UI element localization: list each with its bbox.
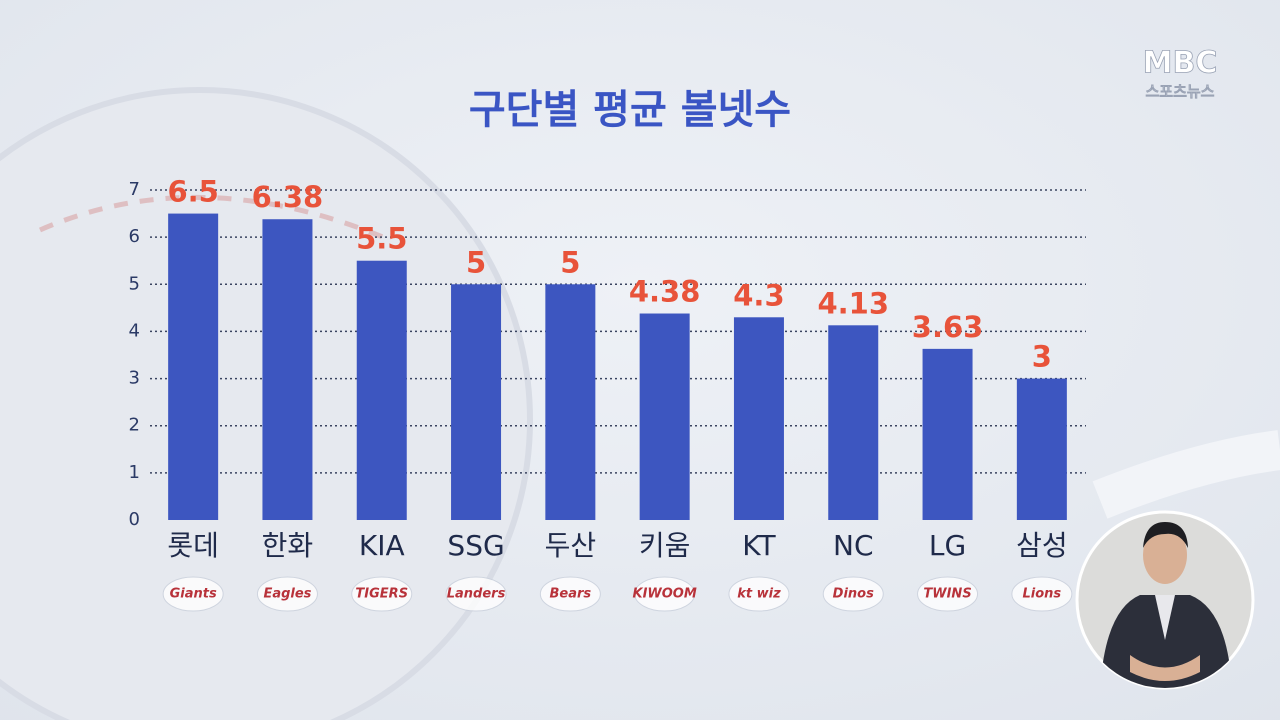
bar bbox=[545, 284, 596, 520]
value-label: 4.3 bbox=[733, 278, 784, 312]
value-label: 5 bbox=[466, 245, 486, 279]
team-logo-badge bbox=[539, 576, 601, 612]
y-tick-label: 4 bbox=[129, 320, 140, 341]
team-logo: Bears bbox=[550, 587, 592, 602]
team-logo-badge bbox=[822, 576, 884, 612]
y-tick-label: 0 bbox=[129, 509, 140, 530]
team-logo-badge bbox=[256, 576, 318, 612]
value-label: 3.63 bbox=[912, 310, 984, 344]
bar bbox=[828, 325, 879, 520]
value-label: 5 bbox=[560, 245, 580, 279]
bar bbox=[168, 213, 219, 521]
bar bbox=[922, 348, 973, 520]
bar bbox=[451, 284, 502, 520]
interpreter-hands bbox=[1130, 655, 1200, 681]
y-tick-label: 6 bbox=[129, 226, 140, 247]
interpreter-hair bbox=[1143, 522, 1188, 548]
value-label: 4.38 bbox=[629, 275, 701, 309]
interpreter-face bbox=[1143, 526, 1187, 584]
team-logo: TWINS bbox=[923, 587, 971, 602]
bar bbox=[639, 313, 690, 520]
bar bbox=[262, 219, 313, 520]
team-logo-badge bbox=[634, 576, 696, 612]
team-logo-badge bbox=[445, 576, 507, 612]
team-logo: Dinos bbox=[833, 587, 874, 602]
team-logo: Lions bbox=[1023, 587, 1062, 602]
bar bbox=[356, 260, 407, 520]
team-logo-badge bbox=[162, 576, 224, 612]
x-tick-label: 삼성 bbox=[1016, 529, 1068, 562]
team-logo: Giants bbox=[170, 587, 217, 602]
interpreter bbox=[1075, 510, 1255, 690]
y-tick-label: 1 bbox=[129, 462, 140, 483]
team-logo: KIWOOM bbox=[633, 587, 697, 602]
interpreter-shirt bbox=[1155, 595, 1175, 640]
team-logo-badge bbox=[728, 576, 790, 612]
x-tick-label: SSG bbox=[447, 529, 504, 562]
x-tick-label: LG bbox=[929, 529, 966, 562]
x-tick-label: 한화 bbox=[262, 529, 314, 562]
team-logo: Eagles bbox=[263, 587, 311, 602]
chart-title: 구단별 평균 볼넷수 bbox=[469, 87, 791, 133]
x-tick-label: 키움 bbox=[639, 529, 691, 562]
bar bbox=[733, 317, 784, 520]
team-logo-badge bbox=[351, 576, 413, 612]
x-tick-label: 롯데 bbox=[167, 529, 219, 562]
x-tick-label: KIA bbox=[359, 529, 405, 562]
team-logo: TIGERS bbox=[355, 587, 408, 602]
x-tick-label: KT bbox=[742, 529, 776, 562]
team-logo: kt wiz bbox=[737, 587, 781, 602]
team-logo-badge bbox=[1011, 576, 1073, 612]
y-tick-label: 7 bbox=[129, 179, 140, 200]
value-label: 6.5 bbox=[167, 175, 218, 209]
x-tick-label: 두산 bbox=[545, 529, 597, 562]
value-label: 3 bbox=[1032, 340, 1052, 374]
y-tick-label: 5 bbox=[129, 273, 140, 294]
bar bbox=[1016, 378, 1067, 520]
x-tick-label: NC bbox=[833, 529, 874, 562]
value-label: 4.13 bbox=[817, 286, 889, 320]
y-tick-label: 3 bbox=[129, 368, 140, 389]
broadcaster-logo: MBC bbox=[1143, 46, 1218, 81]
decoration bbox=[1092, 430, 1280, 519]
value-label: 6.38 bbox=[252, 180, 324, 214]
value-label: 5.5 bbox=[356, 222, 407, 256]
y-tick-label: 2 bbox=[129, 415, 140, 436]
team-logo-badge bbox=[917, 576, 979, 612]
team-logo: Landers bbox=[447, 587, 506, 602]
program-name: 스포츠뉴스 bbox=[1145, 83, 1214, 101]
